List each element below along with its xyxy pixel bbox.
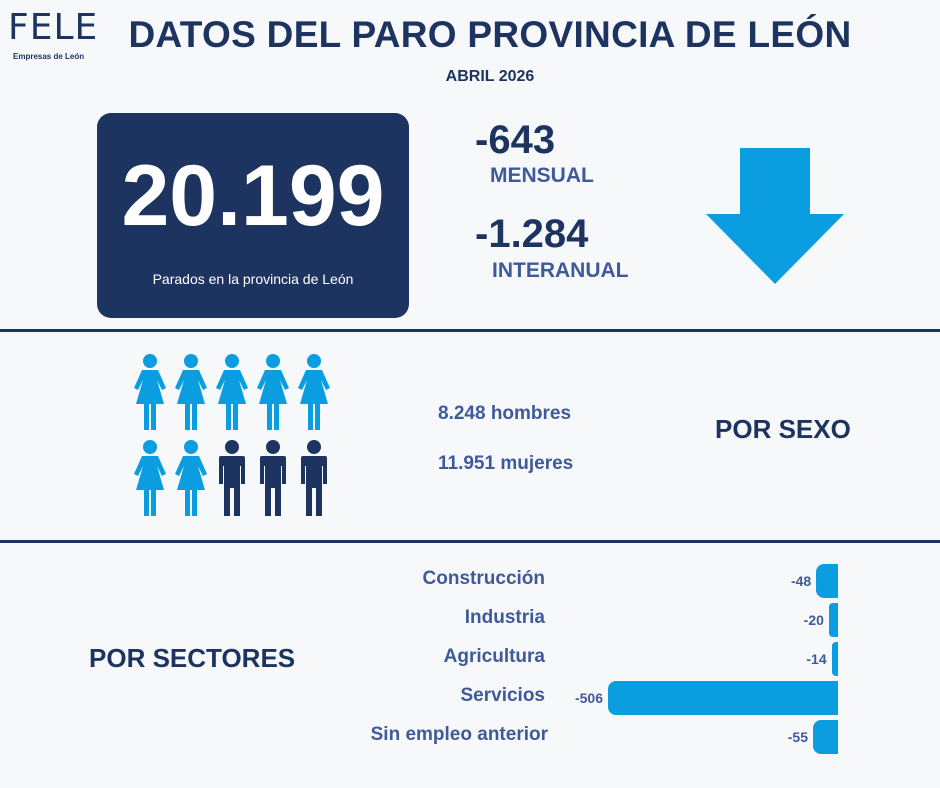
woman-icon — [294, 354, 334, 432]
section-divider-bottom — [0, 540, 940, 543]
page-title: DATOS DEL PARO PROVINCIA DE LEÓN — [128, 14, 852, 55]
woman-icon — [171, 354, 211, 432]
sector-bar — [608, 681, 838, 715]
page-subtitle: ABRIL 2026 — [445, 68, 535, 85]
man-icon — [212, 440, 252, 518]
man-icon — [253, 440, 293, 518]
woman-icon — [253, 354, 293, 432]
total-unemployed-card: 20.199 Parados en la provincia de León — [97, 113, 409, 318]
sector-value-label: -48 — [790, 573, 812, 589]
sector-bar — [828, 603, 838, 637]
sector-label: Construcción — [422, 568, 545, 589]
woman-icon — [130, 440, 170, 518]
woman-icon — [212, 354, 252, 432]
sector-value-label: -506 — [574, 690, 603, 706]
woman-icon — [171, 440, 211, 518]
total-unemployed-value: 20.199 — [121, 148, 385, 244]
sector-value-label: -55 — [787, 729, 808, 745]
sector-label: Industria — [464, 607, 545, 628]
gender-pictogram — [130, 354, 340, 524]
sector-label: Servicios — [460, 685, 546, 706]
section-divider-top — [0, 329, 940, 332]
man-icon — [294, 440, 334, 518]
monthly-change-label: MENSUAL — [490, 164, 594, 187]
yearly-change-label: INTERANUAL — [492, 259, 629, 282]
logo-wordmark: FELE — [8, 7, 99, 48]
sector-label: Sin empleo anterior — [370, 724, 548, 745]
women-count: 11.951 mujeres — [438, 453, 574, 474]
sector-bar — [813, 720, 838, 754]
yearly-change-value: -1.284 — [475, 212, 589, 256]
logo-tagline: Empresas de León — [13, 52, 85, 61]
men-count: 8.248 hombres — [438, 403, 572, 424]
monthly-change-value: -643 — [475, 118, 556, 162]
sector-bar — [831, 642, 838, 676]
by-sector-heading: POR SECTORES — [89, 643, 296, 673]
total-unemployed-caption: Parados en la provincia de León — [152, 271, 354, 287]
sector-value-label: -14 — [806, 651, 827, 667]
by-sex-heading: POR SEXO — [715, 414, 851, 444]
fele-logo: FELE Empresas de León — [8, 10, 97, 64]
sector-bar — [816, 564, 838, 598]
woman-icon — [130, 354, 170, 432]
sector-label: Agricultura — [443, 646, 545, 667]
down-arrow-icon — [706, 148, 844, 284]
sector-value-label: -20 — [803, 612, 824, 628]
